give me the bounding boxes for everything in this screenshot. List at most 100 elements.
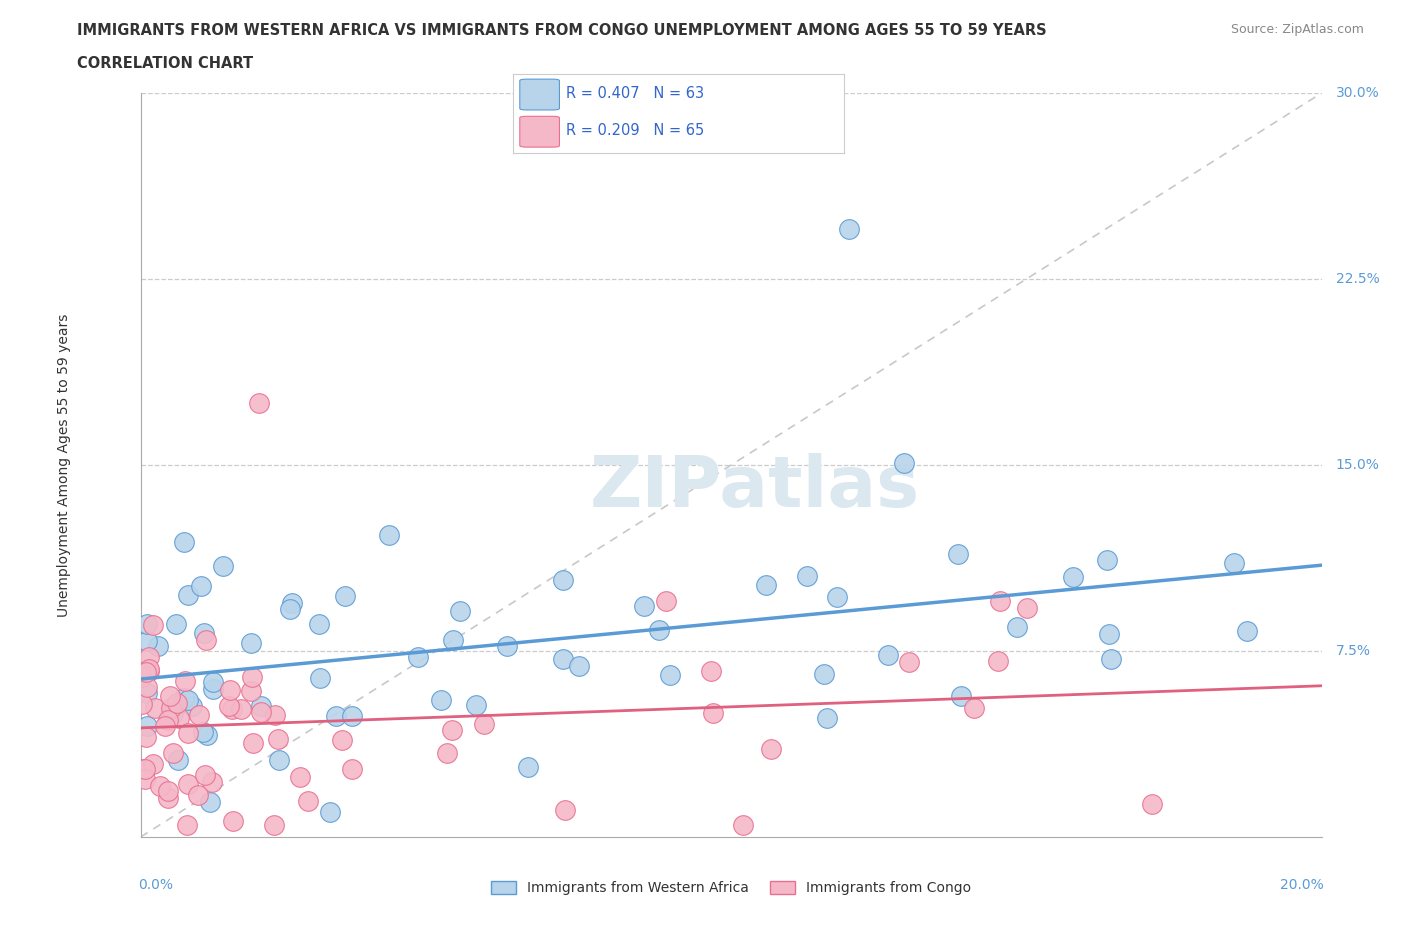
Point: [464, 698, 486, 712]
Point: [1062, 570, 1084, 585]
Point: [195, 728, 218, 743]
Text: Source: ZipAtlas.com: Source: ZipAtlas.com: [1230, 23, 1364, 36]
Point: [190, 578, 212, 593]
Point: [893, 456, 915, 471]
Point: [177, 777, 200, 791]
Point: [988, 594, 1011, 609]
Point: [134, 772, 156, 787]
Point: [250, 698, 273, 713]
Point: [335, 589, 357, 604]
Point: [449, 604, 471, 618]
Point: [202, 674, 225, 689]
Text: 30.0%: 30.0%: [1336, 86, 1379, 100]
Point: [429, 692, 451, 707]
FancyBboxPatch shape: [520, 116, 560, 147]
Point: [406, 650, 429, 665]
Point: [135, 665, 157, 680]
Point: [568, 659, 591, 674]
Point: [297, 794, 319, 809]
Text: R = 0.209   N = 65: R = 0.209 N = 65: [567, 123, 704, 138]
Point: [173, 691, 195, 706]
Point: [131, 669, 153, 684]
Point: [796, 569, 818, 584]
Point: [897, 655, 920, 670]
Point: [733, 817, 755, 832]
Point: [658, 668, 681, 683]
Point: [280, 595, 302, 610]
Point: [1095, 552, 1118, 567]
Point: [240, 670, 263, 684]
Point: [162, 706, 184, 721]
Text: 0.0%: 0.0%: [138, 878, 173, 892]
Legend: Immigrants from Western Africa, Immigrants from Congo: Immigrants from Western Africa, Immigran…: [485, 876, 977, 901]
Point: [135, 686, 157, 701]
Point: [138, 650, 160, 665]
Point: [755, 578, 778, 592]
Point: [218, 698, 240, 713]
Point: [440, 723, 463, 737]
Point: [263, 817, 285, 832]
Point: [648, 623, 671, 638]
Point: [963, 700, 986, 715]
Point: [378, 527, 401, 542]
Point: [135, 617, 157, 631]
Point: [159, 688, 181, 703]
Point: [221, 701, 243, 716]
Point: [222, 814, 245, 829]
Point: [166, 696, 188, 711]
Point: [247, 395, 270, 410]
Point: [1097, 626, 1119, 641]
Point: [211, 559, 233, 574]
Point: [167, 711, 190, 725]
Point: [159, 700, 181, 715]
Point: [308, 617, 330, 631]
Text: 20.0%: 20.0%: [1281, 878, 1324, 892]
Point: [156, 712, 179, 727]
Point: [250, 704, 273, 719]
Point: [149, 779, 172, 794]
Point: [340, 709, 363, 724]
Point: [198, 794, 221, 809]
Point: [1017, 600, 1039, 615]
Point: [280, 601, 302, 616]
Point: [1007, 619, 1029, 634]
Point: [146, 638, 169, 653]
Point: [202, 682, 225, 697]
Point: [551, 573, 574, 588]
Point: [240, 684, 263, 698]
Point: [269, 752, 291, 767]
Point: [702, 706, 724, 721]
Point: [308, 671, 330, 685]
Point: [330, 733, 353, 748]
Point: [441, 632, 464, 647]
Point: [191, 724, 214, 739]
Point: [187, 788, 209, 803]
Point: [173, 673, 195, 688]
Point: [700, 663, 723, 678]
Point: [219, 683, 242, 698]
Point: [135, 730, 157, 745]
Point: [1236, 624, 1258, 639]
Point: [167, 752, 190, 767]
Point: [156, 790, 179, 805]
Point: [517, 759, 540, 774]
Point: [340, 761, 363, 776]
Point: [946, 547, 969, 562]
Point: [181, 698, 204, 713]
Point: [1140, 797, 1163, 812]
Point: [554, 803, 576, 817]
Point: [131, 697, 153, 711]
Point: [177, 588, 200, 603]
Point: [288, 769, 311, 784]
Point: [267, 732, 290, 747]
Point: [987, 654, 1010, 669]
Point: [194, 632, 217, 647]
Text: IMMIGRANTS FROM WESTERN AFRICA VS IMMIGRANTS FROM CONGO UNEMPLOYMENT AMONG AGES : IMMIGRANTS FROM WESTERN AFRICA VS IMMIGR…: [77, 23, 1047, 38]
Point: [142, 618, 165, 633]
Text: 7.5%: 7.5%: [1336, 644, 1371, 658]
Point: [325, 709, 347, 724]
Point: [173, 535, 195, 550]
Point: [1222, 556, 1244, 571]
Point: [138, 663, 160, 678]
Point: [194, 767, 217, 782]
